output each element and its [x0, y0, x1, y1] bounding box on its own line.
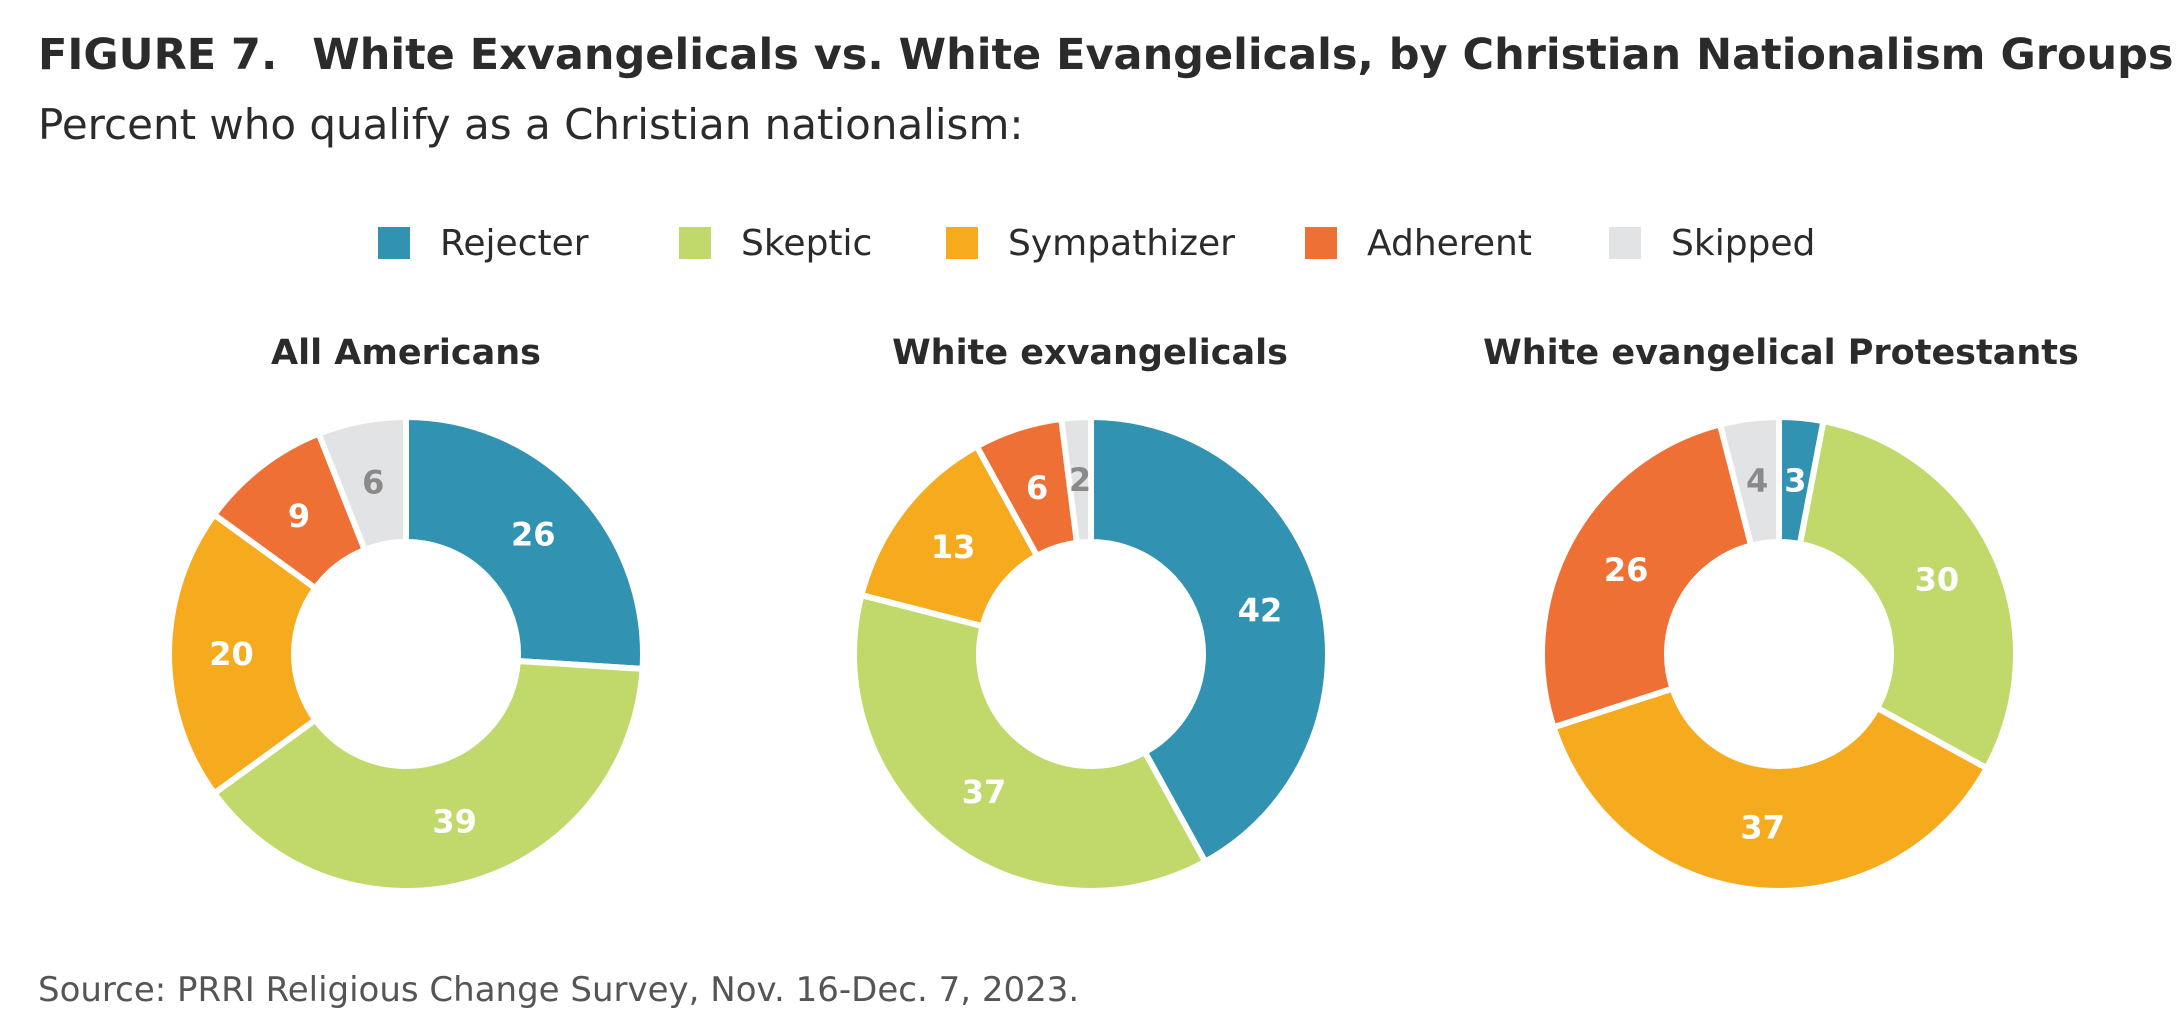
- data-label-sympathizer: 20: [209, 635, 254, 673]
- data-label-adherent: 26: [1604, 551, 1649, 589]
- data-label-skipped: 4: [1746, 462, 1768, 500]
- legend-label-skipped: Skipped: [1671, 222, 1816, 264]
- data-label-rejecter: 26: [511, 516, 556, 554]
- slice-skeptic: [210, 657, 646, 894]
- source-note: Source: PRRI Religious Change Survey, No…: [38, 970, 1080, 1010]
- chart-subtitle: Percent who qualify as a Christian natio…: [38, 100, 1024, 149]
- data-label-skipped: 2: [1069, 461, 1091, 499]
- legend-swatch-sympathizer: [946, 227, 978, 259]
- chart-title: FIGURE 7. White Exvangelicals vs. White …: [38, 30, 2173, 80]
- slice-sympathizer: [857, 442, 1042, 630]
- slice-adherent: [1539, 420, 1755, 732]
- legend-item-sympathizer: Sympathizer: [946, 218, 1235, 268]
- legend-label-rejecter: Rejecter: [440, 222, 589, 264]
- slice-skipped: [1057, 413, 1094, 547]
- data-label-sympathizer: 37: [1740, 809, 1785, 847]
- data-label-skeptic: 37: [962, 773, 1007, 811]
- legend-label-sympathizer: Sympathizer: [1008, 222, 1235, 264]
- panel-title-all-americans: All Americans: [271, 333, 541, 373]
- data-label-sympathizer: 13: [931, 528, 976, 566]
- legend-swatch-skeptic: [679, 227, 711, 259]
- legend-swatch-rejecter: [378, 227, 410, 259]
- slice-skeptic: [1796, 417, 2019, 773]
- panel-title-white-exvangelicals: White exvangelicals: [892, 333, 1288, 373]
- slice-sympathizer: [1549, 684, 1991, 894]
- data-label-skipped: 6: [362, 464, 384, 502]
- legend-label-adherent: Adherent: [1367, 222, 1532, 264]
- data-label-skeptic: 39: [432, 803, 477, 841]
- data-label-skeptic: 30: [1915, 561, 1960, 599]
- legend-label-skeptic: Skeptic: [741, 222, 873, 264]
- legend-item-rejecter: Rejecter: [378, 218, 589, 268]
- data-label-adherent: 9: [288, 497, 310, 535]
- legend-swatch-adherent: [1305, 227, 1337, 259]
- slice-skeptic: [851, 591, 1210, 894]
- donut-all-americans: 26 39 20 9 6: [166, 413, 646, 894]
- legend-item-skipped: Skipped: [1609, 218, 1815, 268]
- donut-white-evangelical-protestants: 3 30 37 26 4: [1539, 413, 2019, 894]
- data-label-adherent: 6: [1026, 469, 1048, 507]
- data-label-rejecter: 42: [1238, 592, 1283, 630]
- data-label-rejecter: 3: [1784, 461, 1806, 499]
- legend-swatch-skipped: [1609, 227, 1641, 259]
- legend: Rejecter Skeptic Sympathizer Adherent Sk…: [0, 218, 2176, 268]
- donut-white-exvangelicals: 42 37 13 6 2: [851, 413, 1331, 894]
- panel-title-white-evangelical-protestants: White evangelical Protestants: [1483, 333, 2079, 373]
- slice-skipped: [314, 413, 409, 554]
- slice-sympathizer: [166, 510, 320, 798]
- slice-rejecter: [403, 413, 646, 673]
- legend-item-skeptic: Skeptic: [679, 218, 872, 268]
- figure-title-text: White Exvangelicals vs. White Evangelica…: [312, 30, 2174, 80]
- legend-item-adherent: Adherent: [1305, 218, 1532, 268]
- slice-rejecter: [1088, 413, 1331, 866]
- figure-label: FIGURE 7.: [38, 30, 278, 80]
- slice-skipped: [1716, 413, 1782, 550]
